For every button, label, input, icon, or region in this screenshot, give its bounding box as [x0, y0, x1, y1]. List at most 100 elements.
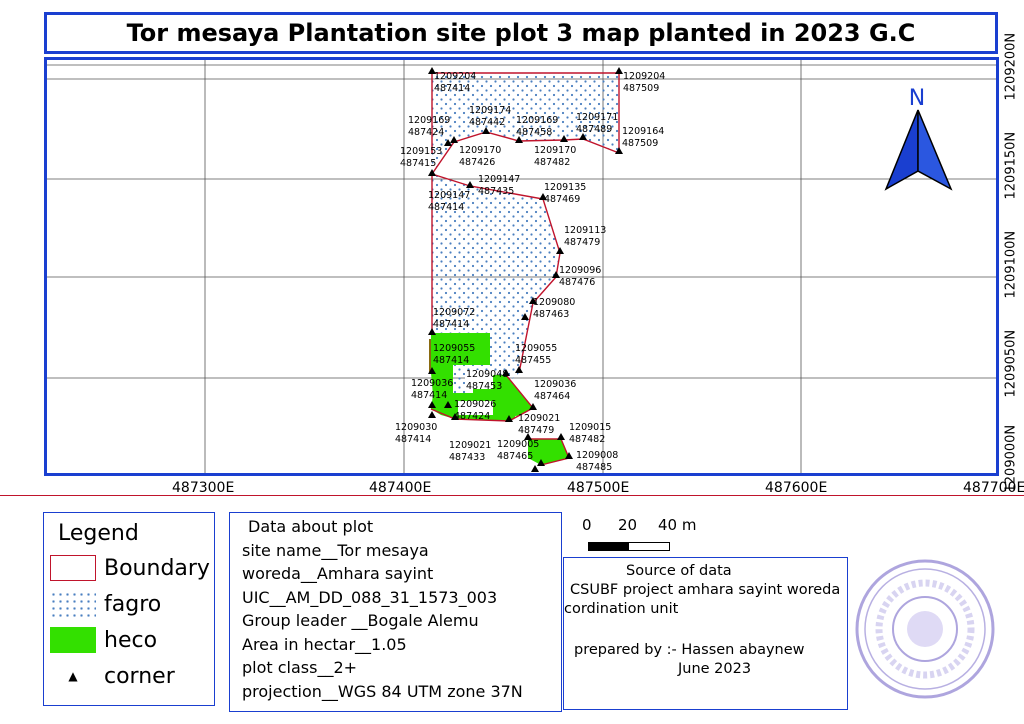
prepared-by: prepared by :- Hassen abaynew: [574, 642, 805, 658]
x-tick-label: 487400E: [369, 480, 432, 496]
corner-northing-label: 1209008: [576, 450, 618, 461]
y-tick-label: 1209200N: [1003, 32, 1019, 101]
corner-easting-label: 487463: [533, 309, 569, 320]
x-tick-label: 487700E: [963, 480, 1024, 496]
corner-easting-label: 487479: [518, 425, 554, 436]
source-heading: Source of data: [626, 563, 732, 579]
corner-northing-label: 1209204: [434, 71, 476, 82]
legend-item-heco: heco: [50, 622, 214, 658]
y-tick-label: 1209100N: [1003, 230, 1019, 299]
corner-easting-label: 487414: [411, 390, 447, 401]
legend-label: corner: [104, 663, 175, 689]
corner-northing-label: 1209080: [533, 297, 575, 308]
corner-northing-label: 1209169: [408, 115, 450, 126]
corner-easting-label: 487414: [433, 355, 469, 366]
corner-northing-label: 1209036: [411, 378, 453, 389]
plot-info-heading: Data about plot: [248, 517, 374, 536]
corner-northing-label: 1209030: [395, 422, 437, 433]
corner-easting-label: 487433: [449, 452, 485, 463]
corner-northing-label: 1209048: [466, 369, 508, 380]
x-tick-label: 487500E: [567, 480, 630, 496]
fagro-swatch: [50, 591, 96, 617]
source-panel: Source of data CSUBF project amhara sayi…: [563, 557, 848, 710]
corner-easting-label: 487435: [478, 186, 514, 197]
corner-markers: [428, 67, 623, 472]
corner-northing-label: 1209055: [515, 343, 557, 354]
scale-label: 0: [582, 516, 592, 534]
corner-easting-label: 487458: [516, 127, 552, 138]
legend-label: Boundary: [104, 555, 210, 581]
corner-icon: ▲: [68, 669, 78, 683]
legend-label: fagro: [104, 591, 162, 617]
corner-easting-label: 487414: [428, 202, 464, 213]
corner-northing-label: 1209147: [428, 190, 470, 201]
corner-northing-label: 1209170: [459, 145, 501, 156]
corner-northing-label: 1209164: [622, 126, 664, 137]
corner-easting-label: 487414: [434, 83, 470, 94]
official-stamp-icon: [852, 556, 998, 702]
corner-easting-label: 487414: [395, 434, 431, 445]
corner-easting-label: 487415: [400, 158, 436, 169]
plot-info-line: Area in hectar__1.05: [242, 634, 407, 654]
heco-areas: [431, 333, 569, 465]
north-label: N: [909, 86, 925, 111]
plot-info-panel: Data about plot site name__Tor mesaya wo…: [229, 512, 562, 712]
legend-panel: Legend Boundary fagro heco ▲ corner: [43, 512, 215, 706]
map-title: Tor mesaya Plantation site plot 3 map pl…: [44, 12, 998, 54]
scale-segment-dark: [588, 542, 630, 551]
corner-northing-label: 1209169: [516, 115, 558, 126]
corner-northing-label: 1209072: [433, 307, 475, 318]
scale-label: 40 m: [658, 516, 697, 534]
corner-easting-label: 487442: [469, 117, 505, 128]
plot-info-line: plot class__2+: [242, 658, 358, 677]
corner-northing-label: 1209021: [518, 413, 560, 424]
corner-easting-label: 487465: [497, 451, 533, 462]
corner-easting-label: 487424: [408, 127, 444, 138]
plot-info-line: UIC__AM_DD_088_31_1573_003: [242, 587, 498, 607]
scale-segment-light: [628, 542, 670, 551]
corner-northing-label: 1209036: [534, 379, 576, 390]
corner-easting-label: 487414: [433, 319, 469, 330]
prepared-date: June 2023: [678, 661, 752, 677]
corner-northing-label: 1209204: [623, 71, 665, 82]
plot-info-line: site name__Tor mesaya: [242, 540, 429, 560]
north-arrow-icon: N: [884, 86, 953, 191]
axis-baseline: [0, 495, 1024, 496]
corner-easting-label: 487509: [623, 83, 659, 94]
scale-bar: 0 20 40 m: [580, 516, 710, 556]
plot-info-line: projection__WGS 84 UTM zone 37N: [242, 681, 523, 701]
corner-labels: 1209204487414120920448750912091744874421…: [395, 71, 665, 473]
legend-item-fagro: fagro: [50, 586, 214, 622]
source-line: cordination unit: [564, 601, 679, 617]
plot-info-line: Group leader __Bogale Alemu: [242, 611, 479, 630]
map-frame: N 1209204 487414 1209204 487509 1209174 48744…: [44, 57, 999, 476]
corner-northing-label: 1209005: [497, 439, 539, 450]
corner-easting-label: 487469: [544, 194, 580, 205]
corner-northing-label: 1209096: [559, 265, 601, 276]
corner-easting-label: 487424: [454, 411, 490, 422]
corner-easting-label: 487453: [466, 381, 502, 392]
corner-northing-label: 1209021: [449, 440, 491, 451]
corner-easting-label: 487455: [515, 355, 551, 366]
corner-easting-label: 487482: [569, 434, 605, 445]
corner-northing-label: 1209171: [576, 112, 618, 123]
grid-lines: [47, 60, 996, 473]
boundary-swatch: [50, 555, 96, 581]
map-canvas: N 12092044874141209204487509120917448744…: [47, 60, 996, 473]
corner-northing-label: 1209113: [564, 225, 606, 236]
corner-easting-label: 487509: [622, 138, 658, 149]
corner-easting-label: 487489: [576, 124, 612, 135]
corner-easting-label: 487479: [564, 237, 600, 248]
corner-northing-label: 1209135: [544, 182, 586, 193]
legend-title: Legend: [58, 521, 139, 546]
corner-northing-label: 1209147: [478, 174, 520, 185]
x-tick-label: 487300E: [172, 480, 235, 496]
fagro-area: [432, 73, 619, 395]
scale-label: 20: [618, 516, 638, 534]
corner-northing-label: 1209055: [433, 343, 475, 354]
y-tick-label: 1209000N: [1003, 424, 1019, 493]
heco-swatch: [50, 627, 96, 653]
y-tick-label: 1209150N: [1003, 131, 1019, 200]
corner-easting-label: 487464: [534, 391, 570, 402]
legend-item-boundary: Boundary: [50, 550, 214, 586]
